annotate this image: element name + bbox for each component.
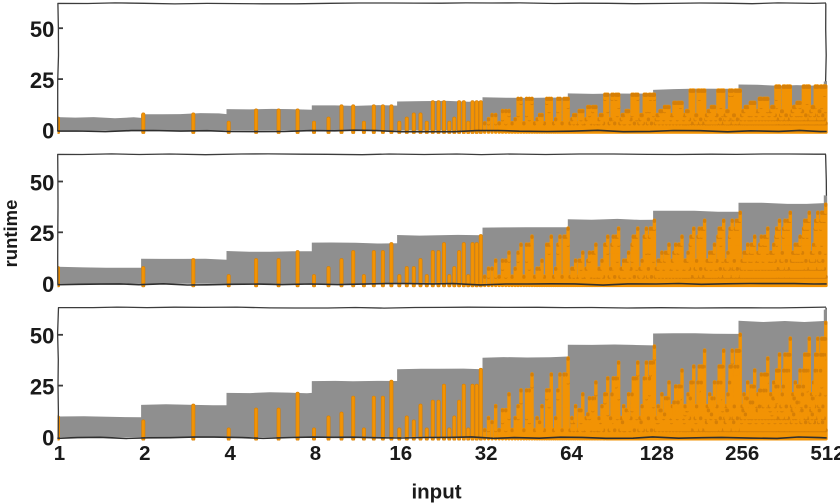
svg-text:input: input	[411, 481, 461, 504]
svg-text:256: 256	[725, 442, 759, 465]
svg-text:64: 64	[560, 442, 583, 465]
svg-text:0: 0	[42, 425, 54, 450]
svg-text:512: 512	[810, 442, 840, 465]
svg-text:128: 128	[640, 442, 674, 465]
svg-text:25: 25	[30, 68, 54, 93]
svg-text:0: 0	[42, 272, 54, 297]
svg-text:25: 25	[30, 374, 54, 399]
svg-text:4: 4	[224, 442, 236, 465]
svg-text:8: 8	[310, 442, 321, 465]
svg-text:25: 25	[30, 221, 54, 246]
svg-text:2: 2	[139, 442, 150, 465]
svg-text:32: 32	[475, 442, 498, 465]
svg-text:0: 0	[42, 119, 54, 144]
svg-text:1: 1	[54, 442, 65, 465]
svg-text:16: 16	[389, 442, 412, 465]
svg-text:50: 50	[30, 17, 54, 42]
svg-text:runtime: runtime	[0, 200, 21, 268]
svg-text:50: 50	[30, 170, 54, 195]
svg-text:50: 50	[30, 324, 54, 349]
